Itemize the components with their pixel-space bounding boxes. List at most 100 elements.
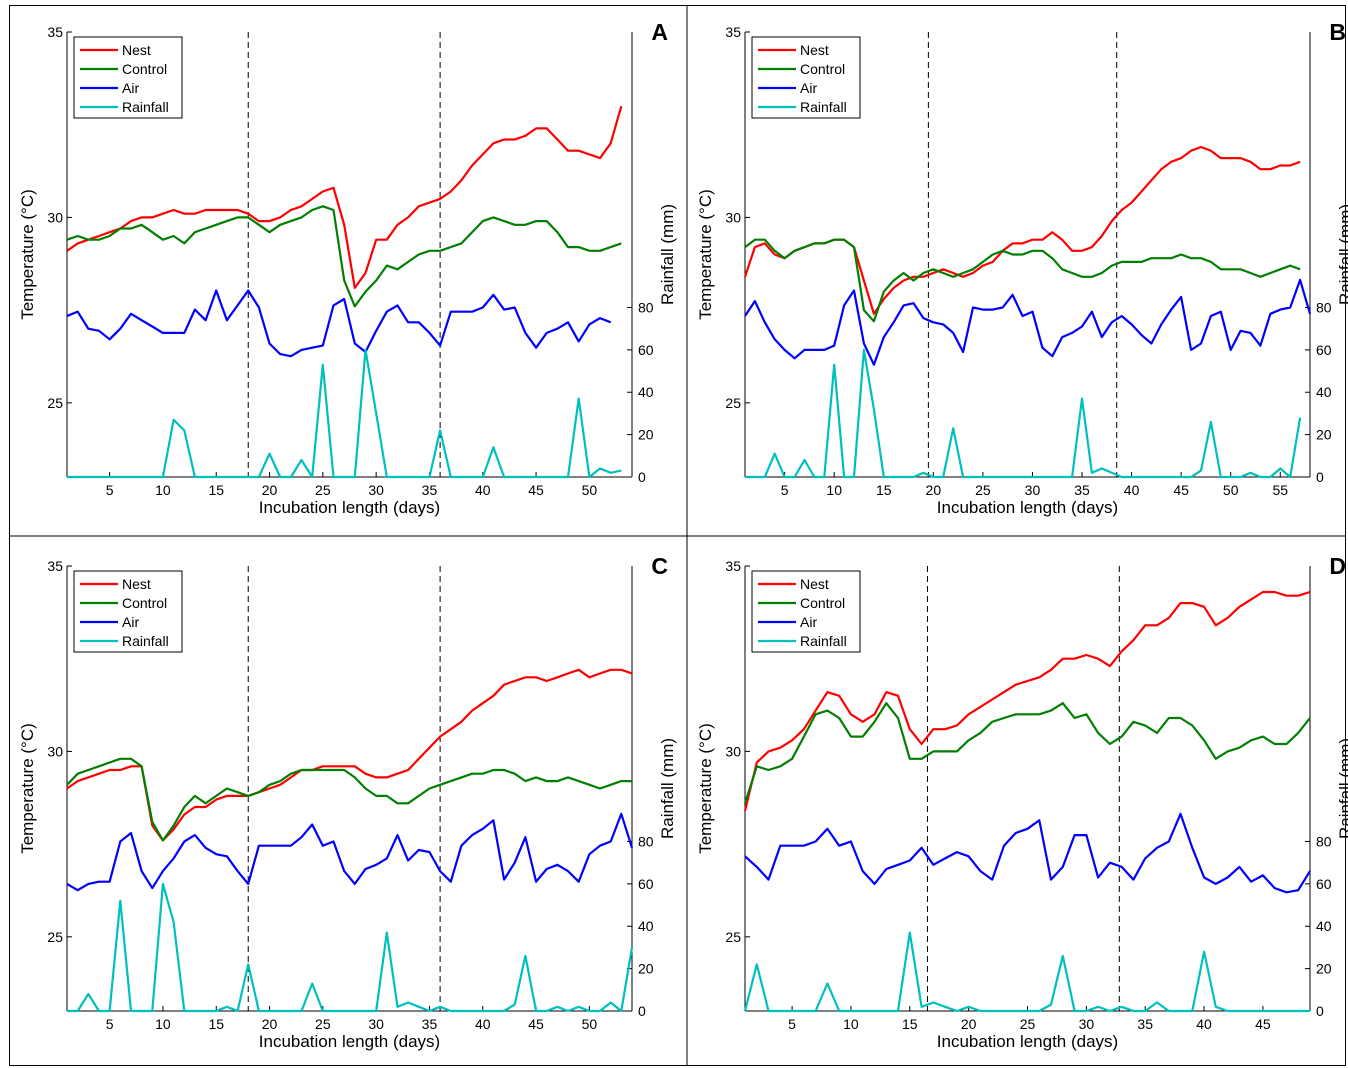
y2-tick-label: 20	[1316, 427, 1332, 443]
panels: 5 10 15 20 25 30 35 40 45 50253035020406080Incuba…	[18, 19, 1348, 1051]
x-tick-label: 25	[315, 482, 331, 498]
x-tick-label: 35	[1137, 1016, 1153, 1032]
series-line-control	[743, 702, 1311, 804]
x-tick-label: 5	[781, 482, 789, 498]
y-tick-label: 35	[47, 24, 63, 40]
x-tick-label: 5	[788, 1016, 796, 1032]
x-tick-label: 30	[1025, 482, 1041, 498]
x-tick-label: 25	[975, 482, 991, 498]
y2-tick-label: 80	[1316, 299, 1332, 315]
x-axis-label: Incubation length (days)	[937, 498, 1118, 517]
y2-tick-label: 0	[638, 469, 646, 485]
y2-tick-label: 40	[638, 384, 654, 400]
series-line-rainfall	[67, 882, 634, 1013]
y2-tick-label: 40	[638, 918, 654, 934]
series-line-control	[744, 238, 1301, 323]
y-axis-label: Temperature (°C)	[18, 189, 37, 320]
y-tick-label: 30	[47, 209, 63, 225]
y-tick-label: 25	[725, 929, 741, 945]
legend-label-control: Control	[122, 61, 167, 77]
y2-axis-label: Rainfall (mm)	[658, 738, 677, 839]
x-tick-label: 10	[843, 1016, 859, 1032]
x-tick-label: 35	[422, 1016, 438, 1032]
y2-tick-label: 0	[1316, 469, 1324, 485]
y-axis-label: Temperature (°C)	[18, 723, 37, 854]
x-tick-label: 45	[528, 482, 544, 498]
series-line-nest	[66, 105, 623, 289]
legend: Nest Control Air Rainfall	[751, 570, 861, 653]
legend-label-nest: Nest	[800, 576, 829, 592]
series-line-nest	[743, 590, 1311, 812]
x-axis-label: Incubation length (days)	[259, 498, 440, 517]
legend: Nest Control Air Rainfall	[751, 36, 861, 119]
panel-C: 5 10 15 20 25 30 35 40 45 50 25 30 35 0 20 40 60 80 Incuba…	[18, 553, 677, 1051]
series-line-air	[66, 812, 634, 892]
x-tick-label: 45	[528, 1016, 544, 1032]
y2-tick-label: 60	[1316, 342, 1332, 358]
x-tick-label: 30	[368, 1016, 384, 1032]
y2-tick-label: 80	[1316, 833, 1332, 849]
legend-box	[73, 36, 183, 119]
legend-label-air: Air	[122, 614, 139, 630]
x-tick-label: 45	[1255, 1016, 1271, 1032]
series-line-air	[66, 289, 612, 358]
legend-label-air: Air	[122, 80, 139, 96]
y2-tick-label: 0	[638, 1003, 646, 1019]
x-axis-label: Incubation length (days)	[937, 1032, 1118, 1051]
y-tick-label: 35	[725, 558, 741, 574]
x-tick-label: 40	[475, 482, 491, 498]
y2-axis-label: Rainfall (mm)	[1336, 738, 1348, 839]
y-tick-label: 25	[47, 395, 63, 411]
x-tick-label: 20	[926, 482, 942, 498]
y-tick-label: 30	[725, 209, 741, 225]
panel-D: 5 10 15 20 25 30 35 40 45 25 30 35 0 20 40 60 80 Incubati…	[696, 553, 1348, 1051]
y2-tick-label: 0	[1316, 1003, 1324, 1019]
y2-tick-label: 60	[638, 876, 654, 892]
y-tick-label: 35	[47, 558, 63, 574]
series-line-rainfall	[745, 348, 1302, 479]
y-tick-label: 35	[725, 24, 741, 40]
legend-label-control: Control	[800, 595, 845, 611]
y2-tick-label: 20	[638, 427, 654, 443]
x-tick-label: 40	[1196, 1016, 1212, 1032]
series-line-rainfall	[67, 348, 622, 479]
y2-tick-label: 20	[638, 961, 654, 977]
panel-letter: A	[651, 19, 668, 45]
x-tick-label: 40	[1124, 482, 1140, 498]
y-axis-label: Temperature (°C)	[696, 723, 715, 854]
y-tick-label: 30	[47, 743, 63, 759]
y-axis-label: Temperature (°C)	[696, 189, 715, 320]
legend-label-air: Air	[800, 614, 817, 630]
x-tick-label: 10	[155, 482, 171, 498]
legend-label-rainfall: Rainfall	[800, 99, 847, 115]
legend-label-rainfall: Rainfall	[800, 633, 847, 649]
x-tick-label: 35	[1074, 482, 1090, 498]
legend-label-air: Air	[800, 80, 817, 96]
x-tick-label: 20	[262, 1016, 278, 1032]
legend: Nest Control Air Rainfall	[73, 570, 183, 653]
x-tick-label: 10	[826, 482, 842, 498]
x-tick-label: 35	[422, 482, 438, 498]
y-tick-label: 25	[725, 395, 741, 411]
legend: Nest Control Air Rainfall	[73, 36, 183, 119]
x-tick-label: 15	[902, 1016, 918, 1032]
panel-letter: B	[1329, 19, 1346, 45]
legend-label-control: Control	[800, 61, 845, 77]
x-axis-label: Incubation length (days)	[259, 1032, 440, 1051]
x-tick-label: 40	[475, 1016, 491, 1032]
x-tick-label: 15	[208, 482, 224, 498]
x-tick-label: 30	[1079, 1016, 1095, 1032]
legend-label-nest: Nest	[122, 576, 151, 592]
y-tick-label: 30	[725, 743, 741, 759]
y2-tick-label: 60	[1316, 876, 1332, 892]
legend-label-nest: Nest	[800, 42, 829, 58]
panel-letter: D	[1329, 553, 1346, 579]
series-line-air	[744, 278, 1312, 366]
y2-tick-label: 60	[638, 342, 654, 358]
x-tick-label: 30	[368, 482, 384, 498]
panel-letter: C	[651, 553, 668, 579]
x-tick-label: 15	[208, 1016, 224, 1032]
y2-tick-label: 80	[638, 833, 654, 849]
legend-label-rainfall: Rainfall	[122, 99, 169, 115]
